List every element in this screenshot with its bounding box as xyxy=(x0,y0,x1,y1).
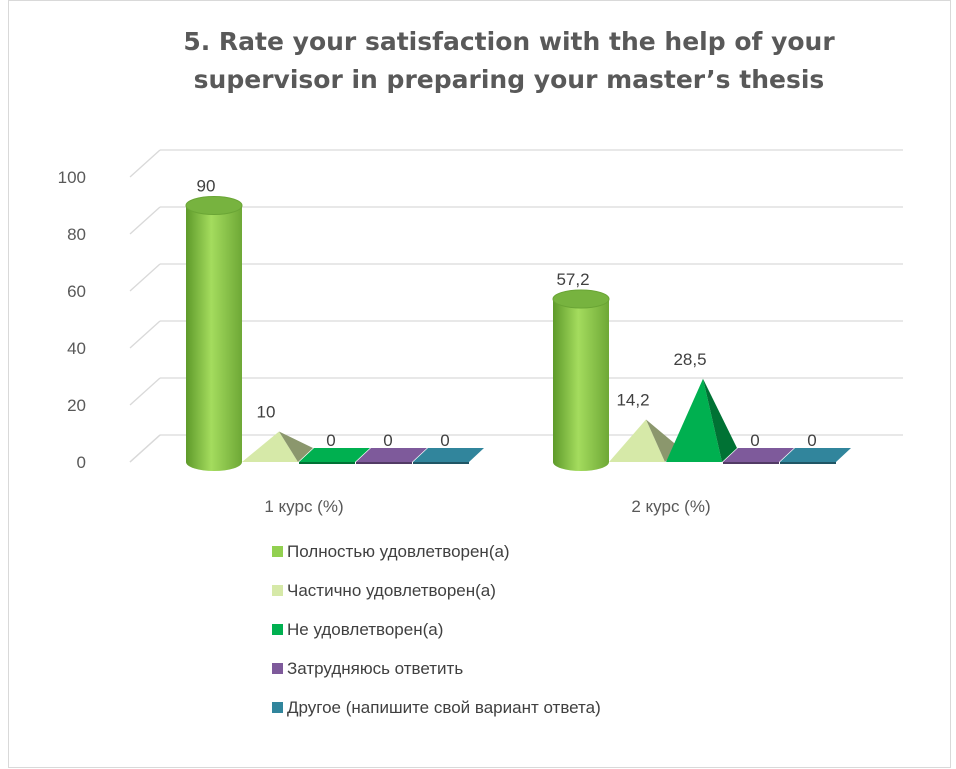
y-tick-label: 60 xyxy=(67,282,86,301)
legend-item: Другое (напишите свой вариант ответа) xyxy=(272,688,601,727)
gridline-diagonal xyxy=(129,206,161,235)
legend-swatch xyxy=(272,702,283,713)
legend-swatch xyxy=(272,585,283,596)
legend-label: Не удовлетворен(а) xyxy=(287,619,444,639)
gridline-diagonal xyxy=(129,377,161,406)
bar-mark xyxy=(780,448,851,464)
data-label: 57,2 xyxy=(556,270,589,289)
legend-item: Частично удовлетворен(а) xyxy=(272,571,601,610)
data-label: 10 xyxy=(257,403,276,422)
legend-label: Полностью удовлетворен(а) xyxy=(287,541,510,561)
bar-mark xyxy=(356,448,427,464)
data-label: 28,5 xyxy=(673,350,706,369)
data-label: 90 xyxy=(197,177,216,196)
floor-edge xyxy=(129,434,161,463)
data-label: 0 xyxy=(383,431,392,450)
x-category-label: 1 курс (%) xyxy=(264,497,343,516)
x-category-label: 2 курс (%) xyxy=(631,497,710,516)
legend-swatch xyxy=(272,663,283,674)
y-tick-label: 20 xyxy=(67,396,86,415)
legend-label: Затрудняюсь ответить xyxy=(287,658,464,678)
bar-mark xyxy=(299,448,370,464)
legend-item: Не удовлетворен(а) xyxy=(272,610,601,649)
bar-mark xyxy=(666,378,737,462)
bar-mark xyxy=(242,431,313,462)
legend-item: Затрудняюсь ответить xyxy=(272,649,601,688)
data-label: 0 xyxy=(750,431,759,450)
bar-mark xyxy=(413,448,484,464)
chart-frame: 5. Rate your satisfaction with the help … xyxy=(8,0,951,768)
data-label: 0 xyxy=(326,431,335,450)
legend-swatch xyxy=(272,624,283,635)
data-label: 0 xyxy=(440,431,449,450)
bar-mark xyxy=(723,448,794,464)
bar-mark xyxy=(552,289,610,471)
chart-legend: Полностью удовлетворен(а) Частично удовле… xyxy=(272,532,601,727)
legend-label: Частично удовлетворен(а) xyxy=(287,580,496,600)
data-label: 0 xyxy=(807,431,816,450)
y-tick-label: 100 xyxy=(58,168,86,187)
gridline-diagonal xyxy=(129,263,161,292)
data-label: 14,2 xyxy=(616,391,649,410)
gridline-diagonal xyxy=(129,320,161,349)
y-tick-label: 80 xyxy=(67,225,86,244)
bar-mark xyxy=(185,196,243,471)
legend-swatch xyxy=(272,546,283,557)
legend-item: Полностью удовлетворен(а) xyxy=(272,532,601,571)
y-tick-label: 40 xyxy=(67,339,86,358)
gridline-diagonal xyxy=(129,149,161,178)
legend-label: Другое (напишите свой вариант ответа) xyxy=(287,697,601,717)
y-tick-label: 0 xyxy=(77,453,86,472)
chart-title: 5. Rate your satisfaction with the help … xyxy=(183,27,835,94)
